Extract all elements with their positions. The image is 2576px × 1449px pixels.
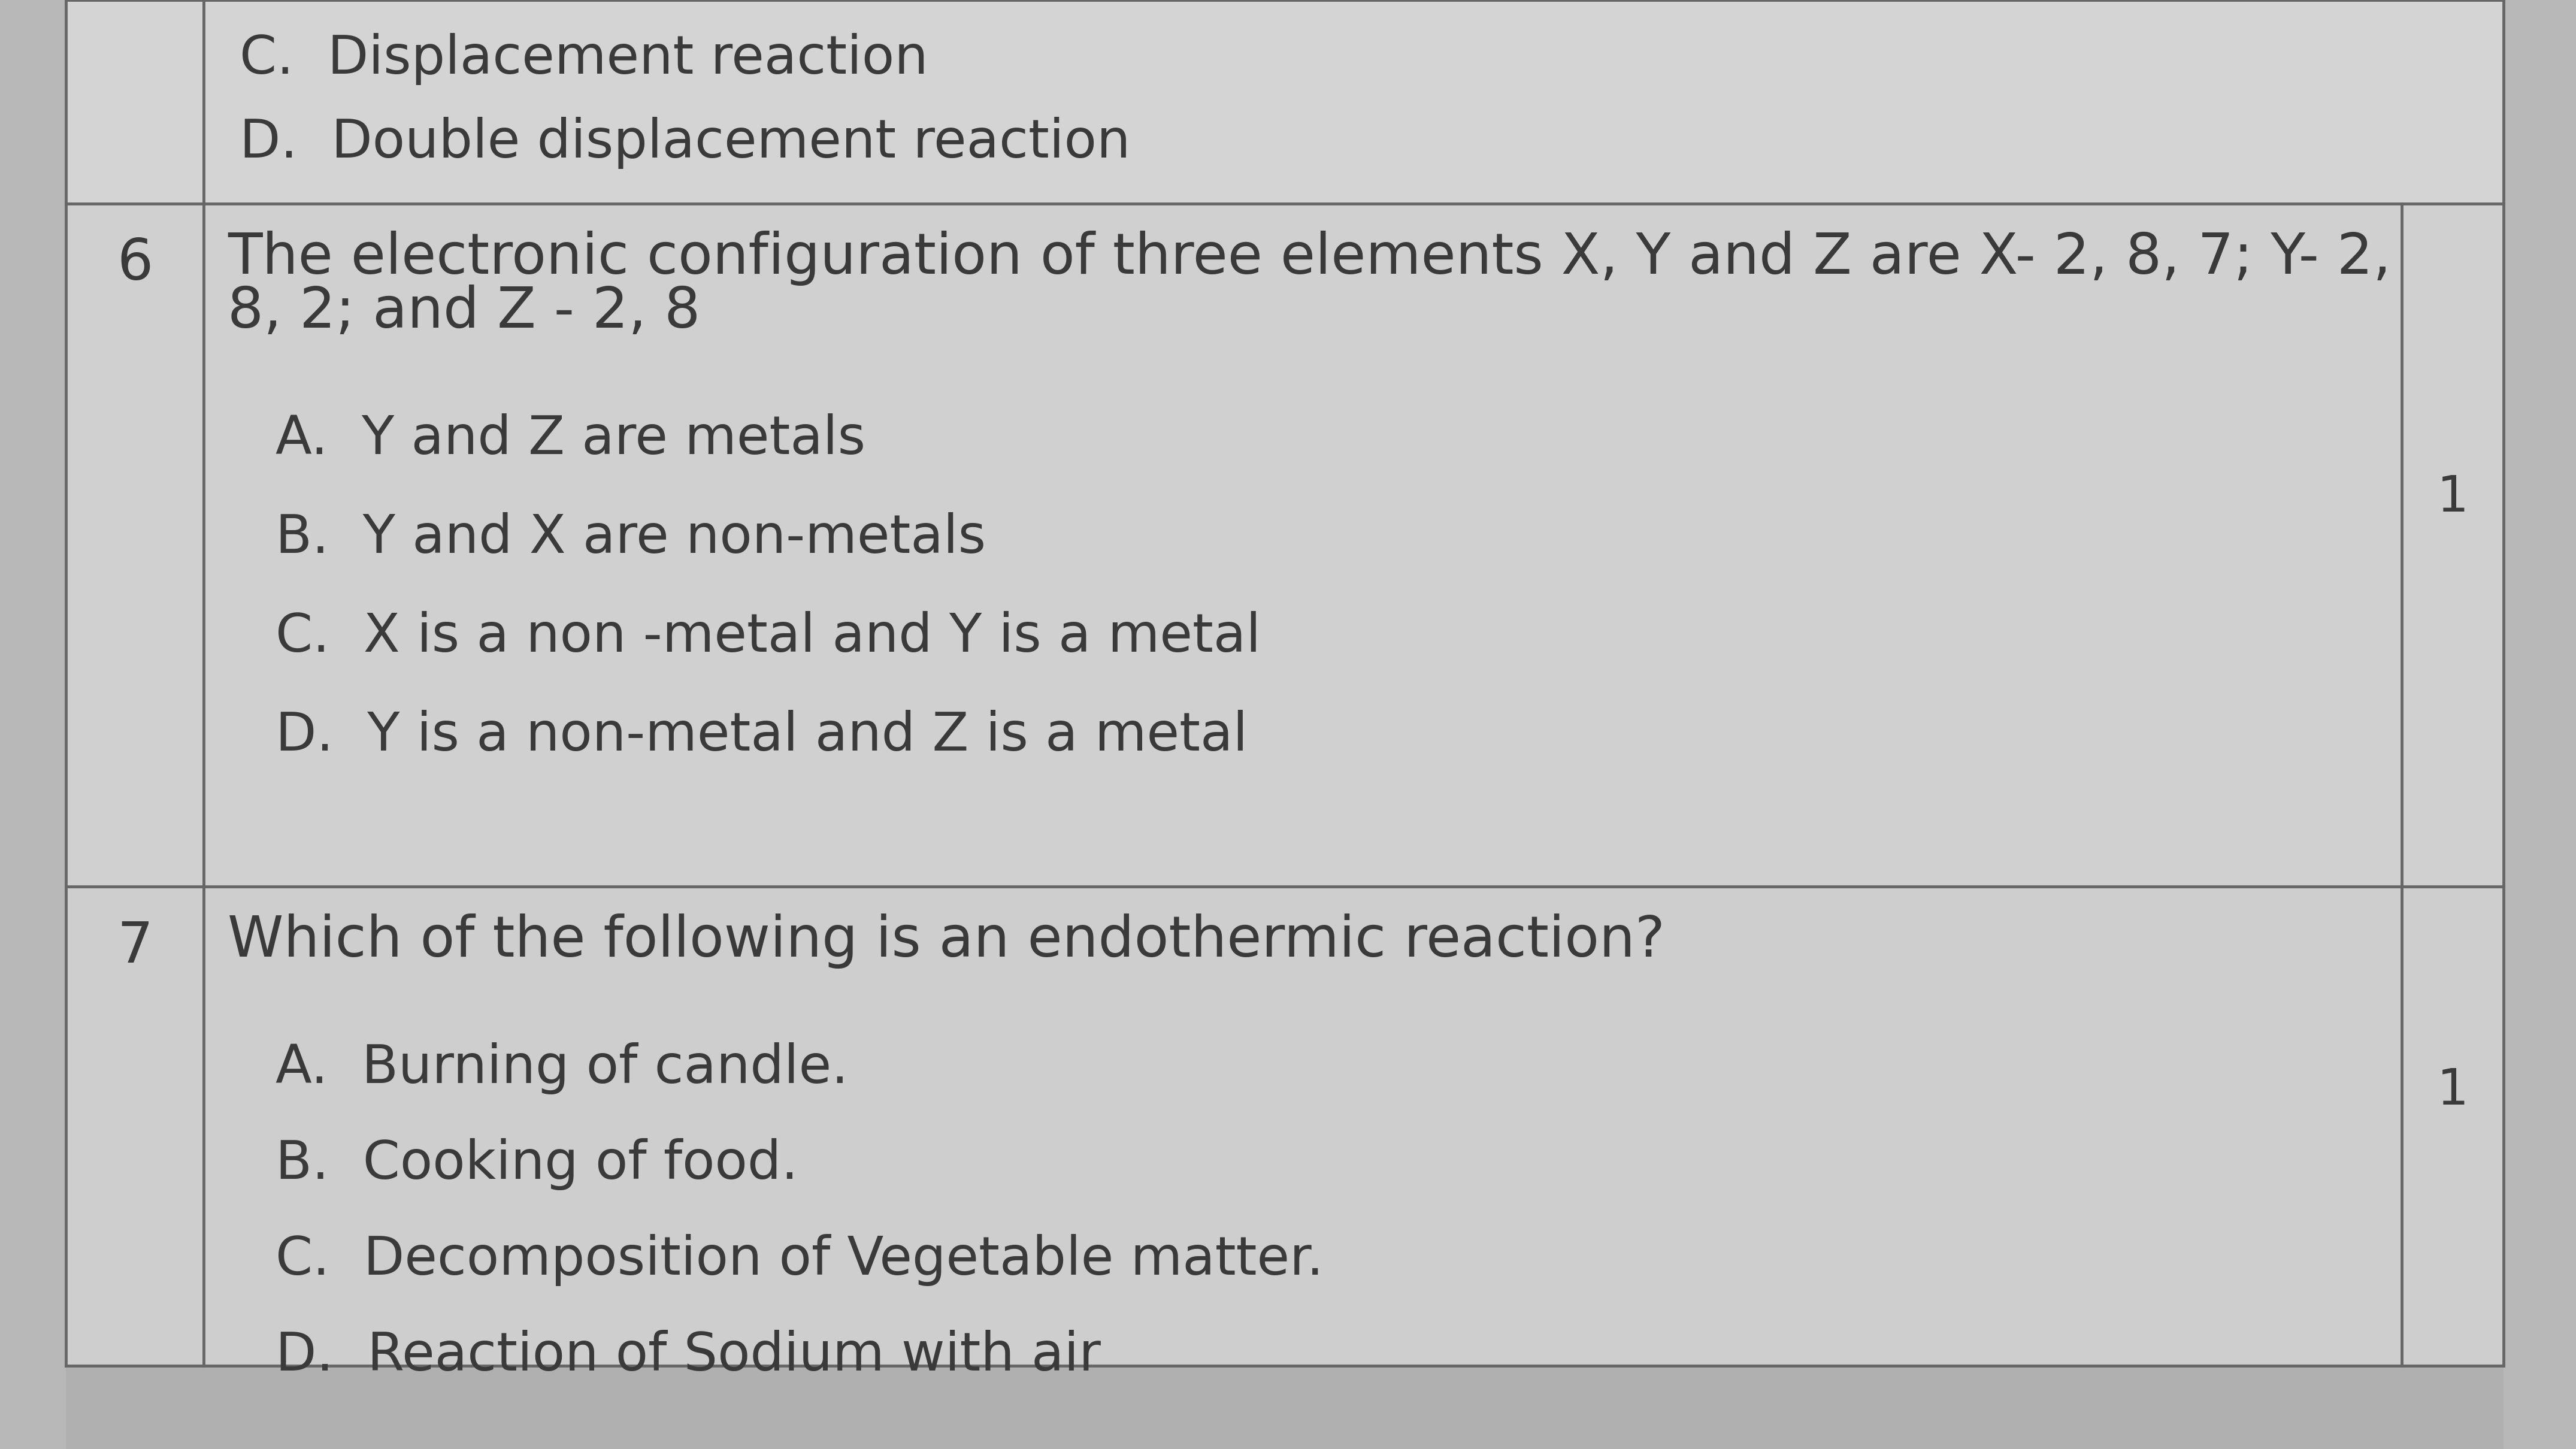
Text: A.  Burning of candle.: A. Burning of candle. [276,1042,848,1094]
Text: 1: 1 [2437,1066,2468,1114]
Text: B.  Cooking of food.: B. Cooking of food. [276,1137,799,1190]
Text: The electronic configuration of three elements X, Y and Z are X- 2, 8, 7; Y- 2,: The electronic configuration of three el… [227,230,2391,285]
Text: A.  Y and Z are metals: A. Y and Z are metals [276,413,866,465]
Text: Which of the following is an endothermic reaction?: Which of the following is an endothermic… [227,913,1664,968]
Text: C.  Displacement reaction: C. Displacement reaction [240,33,927,85]
Text: D.  Y is a non-metal and Z is a metal: D. Y is a non-metal and Z is a metal [276,710,1247,762]
Bar [67,204,2504,887]
Text: C.  Decomposition of Vegetable matter.: C. Decomposition of Vegetable matter. [276,1235,1324,1287]
Bar [67,887,2504,1366]
Text: 6: 6 [116,236,152,291]
Bar [67,1366,2504,1449]
Text: B.  Y and X are non-metals: B. Y and X are non-metals [276,511,987,564]
Text: 7: 7 [116,920,152,975]
Text: 8, 2; and Z - 2, 8: 8, 2; and Z - 2, 8 [227,284,701,339]
Bar [2504,0,2576,1449]
Text: D.  Reaction of Sodium with air: D. Reaction of Sodium with air [276,1330,1100,1382]
Text: C.  X is a non -metal and Y is a metal: C. X is a non -metal and Y is a metal [276,611,1260,664]
Text: D.  Double displacement reaction: D. Double displacement reaction [240,117,1131,170]
Bar [0,0,67,1449]
Bar [67,0,2504,204]
Text: 1: 1 [2437,474,2468,522]
